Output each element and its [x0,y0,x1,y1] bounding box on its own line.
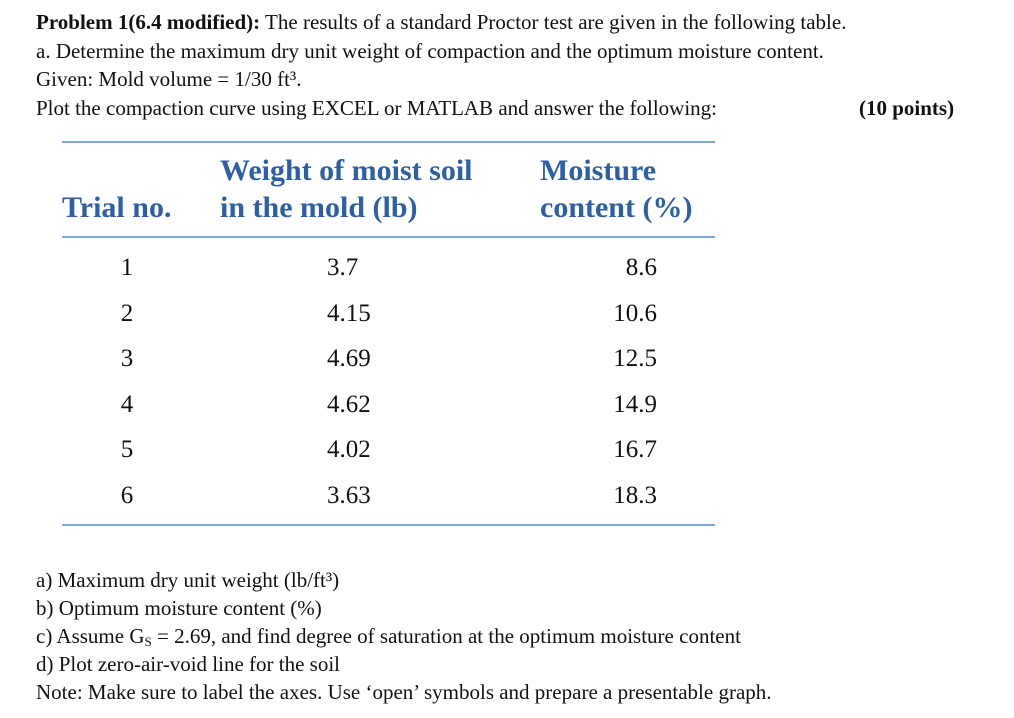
note: Note: Make sure to label the axes. Use ‘… [36,680,772,704]
text-line: Plot the compaction curve using EXCEL or… [36,96,718,120]
table-rule [62,236,715,238]
table-rule [62,524,715,526]
table-rule [62,141,715,143]
table-cell: 5 [120,436,134,463]
question: c) Assume GS = 2.69, and find degree of … [36,624,741,649]
table-cell: 8.6 [625,254,657,281]
table-cell: 3 [120,345,134,372]
column-header: Trial no. [62,191,172,224]
problem-text: The results of a standard Proctor test a… [265,10,847,34]
table-cell: 4.62 [327,390,371,418]
table-cell: 18.3 [613,481,657,509]
table-cell: 4.15 [327,299,371,327]
table-cell: 1 [120,254,134,281]
table-cell: 4.69 [327,345,371,372]
table-cell: 16.7 [613,436,657,463]
column-header: content (%) [540,191,693,224]
table-cell: 3.7 [327,254,359,281]
text-line: a. Determine the maximum dry unit weight… [36,39,824,63]
table-cell: 4.02 [327,436,371,463]
column-header: Weight of moist soil [220,154,473,187]
text-line: Given: Mold volume = 1/30 ft³. [36,67,302,91]
table-cell: 12.5 [613,345,657,372]
question: a) Maximum dry unit weight (lb/ft³) [36,568,340,592]
table-cell: 4 [120,390,134,418]
question-part: = 2.69, and find degree of saturation at… [151,624,741,648]
problem-line: Problem 1(6.4 modified): The results of … [36,12,846,33]
question: d) Plot zero-air-void line for the soil [36,652,340,676]
table-cell: 14.9 [613,390,657,418]
problem-label: Problem 1(6.4 modified): [36,10,261,34]
column-header: Moisture [540,154,657,187]
subscript: S [144,634,152,649]
table-cell: 3.63 [327,481,371,509]
table-cell: 2 [120,299,134,327]
column-header: in the mold (lb) [220,191,418,224]
table-cell: 10.6 [613,299,657,327]
table-cell: 6 [120,481,134,509]
question-part: c) Assume G [36,624,145,648]
points: (10 points) [859,96,955,120]
question: b) Optimum moisture content (%) [36,596,322,620]
